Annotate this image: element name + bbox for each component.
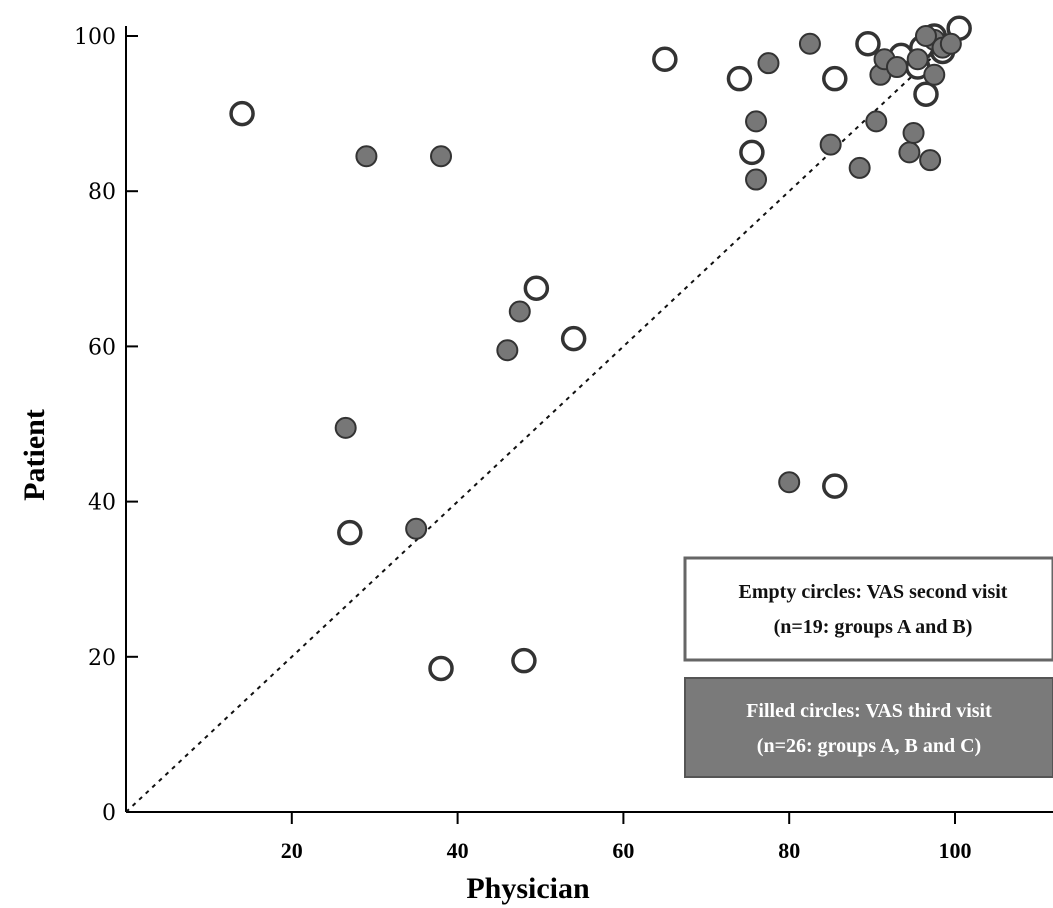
filled-circle-point	[914, 25, 937, 47]
filled-circle-point	[508, 300, 531, 323]
x-axis-title: Physician	[466, 872, 590, 905]
filled-circle-point	[798, 32, 821, 55]
empty-circle-point	[726, 65, 753, 92]
filled-circle-point	[757, 52, 780, 75]
empty-circle-point	[822, 473, 848, 499]
filled-circle-point	[902, 122, 925, 144]
filled-circle-point	[334, 416, 357, 439]
filled-circle-point	[939, 32, 962, 55]
empty-circle-point	[229, 100, 255, 127]
legend: Empty circles: VAS second visit (n=19: g…	[683, 556, 1053, 778]
filled-circle-point	[923, 63, 946, 86]
y-tick-label: 20	[88, 646, 116, 671]
reference-diagonal-line	[125, 35, 956, 813]
filled-circle-point	[819, 133, 842, 156]
filled-circle-point	[355, 145, 378, 168]
y-tick-label: 0	[102, 801, 116, 826]
empty-circle-point	[739, 139, 765, 166]
y-ticks: 0 20 40 60 80 100	[74, 25, 138, 826]
legend-empty-line-1: Empty circles: VAS second visit	[739, 581, 1008, 603]
empty-circle-point	[822, 65, 848, 92]
legend-empty-box: Empty circles: VAS second visit (n=19: g…	[683, 556, 1053, 662]
x-tick-label: 20	[281, 838, 303, 863]
filled-circle-point	[898, 141, 921, 164]
empty-circle-point	[337, 519, 363, 546]
y-tick-label: 100	[74, 25, 116, 50]
filled-circle-point	[885, 56, 908, 79]
x-tick-label: 80	[778, 838, 800, 863]
filled-circle-point	[906, 48, 929, 71]
filled-circle-point	[919, 149, 942, 172]
y-tick-label: 60	[88, 335, 116, 360]
x-tick-label: 60	[612, 838, 634, 863]
legend-filled-line-1: Filled circles: VAS third visit	[746, 700, 992, 722]
empty-circle-point	[913, 81, 939, 107]
filled-circle-point	[405, 517, 428, 540]
y-tick-label: 80	[88, 180, 116, 205]
filled-circle-point	[848, 156, 871, 179]
empty-circle-point	[652, 46, 678, 73]
y-axis-title: Patient	[18, 409, 51, 501]
x-tick-label: 100	[939, 838, 972, 863]
filled-circle-point	[778, 471, 801, 494]
filled-circle-point	[430, 145, 453, 168]
x-tick-label: 40	[447, 838, 469, 863]
empty-circle-point	[511, 647, 537, 674]
data-points	[229, 15, 972, 682]
filled-circle-point	[865, 110, 888, 133]
empty-circle-point	[428, 655, 454, 682]
legend-empty-line-2: (n=19: groups A and B)	[774, 616, 973, 638]
filled-circle-point	[745, 168, 768, 191]
y-tick-label: 40	[88, 491, 116, 516]
legend-filled-box: Filled circles: VAS third visit (n=26: g…	[684, 677, 1053, 778]
filled-circle-point	[745, 110, 768, 133]
x-ticks: 20 40 60 80 100	[281, 812, 972, 863]
legend-filled-line-2: (n=26: groups A, B and C)	[757, 735, 981, 757]
empty-circle-point	[855, 31, 881, 57]
empty-circle-point	[560, 325, 587, 352]
filled-circle-point	[496, 339, 519, 362]
empty-circle-point	[523, 275, 550, 301]
